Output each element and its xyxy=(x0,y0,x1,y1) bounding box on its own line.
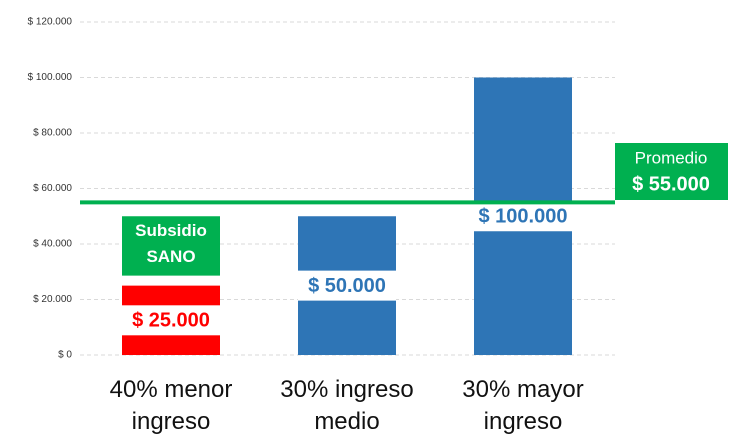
y-tick-label: $ 60.000 xyxy=(33,183,72,194)
x-tick-label: 30% ingreso medio xyxy=(280,376,414,435)
label-bg xyxy=(298,270,396,301)
y-tick-label: $ 100.000 xyxy=(28,72,73,83)
y-tick-label: $ 80.000 xyxy=(33,128,72,139)
y-tick-label: $ 0 xyxy=(58,350,72,361)
average-box xyxy=(615,143,728,200)
y-tick-label: $ 120.000 xyxy=(28,17,73,28)
y-tick-label: $ 20.000 xyxy=(33,294,72,305)
y-tick-label: $ 40.000 xyxy=(33,239,72,250)
label-bg xyxy=(122,305,220,336)
value-label: $ 50.000 xyxy=(308,275,386,297)
x-tick-label: 30% mayor ingreso xyxy=(462,376,584,435)
value-label: $ 25.000 xyxy=(132,310,210,332)
label-bg xyxy=(474,201,572,232)
segment-label: Subsidio SANO xyxy=(135,221,207,267)
bar-segment xyxy=(122,216,220,276)
average-label: Promedio xyxy=(635,148,708,167)
x-tick-label: 40% menor ingreso xyxy=(109,376,233,435)
value-label: $ 100.000 xyxy=(479,206,568,228)
average-value-label: $ 55.000 xyxy=(632,173,710,195)
